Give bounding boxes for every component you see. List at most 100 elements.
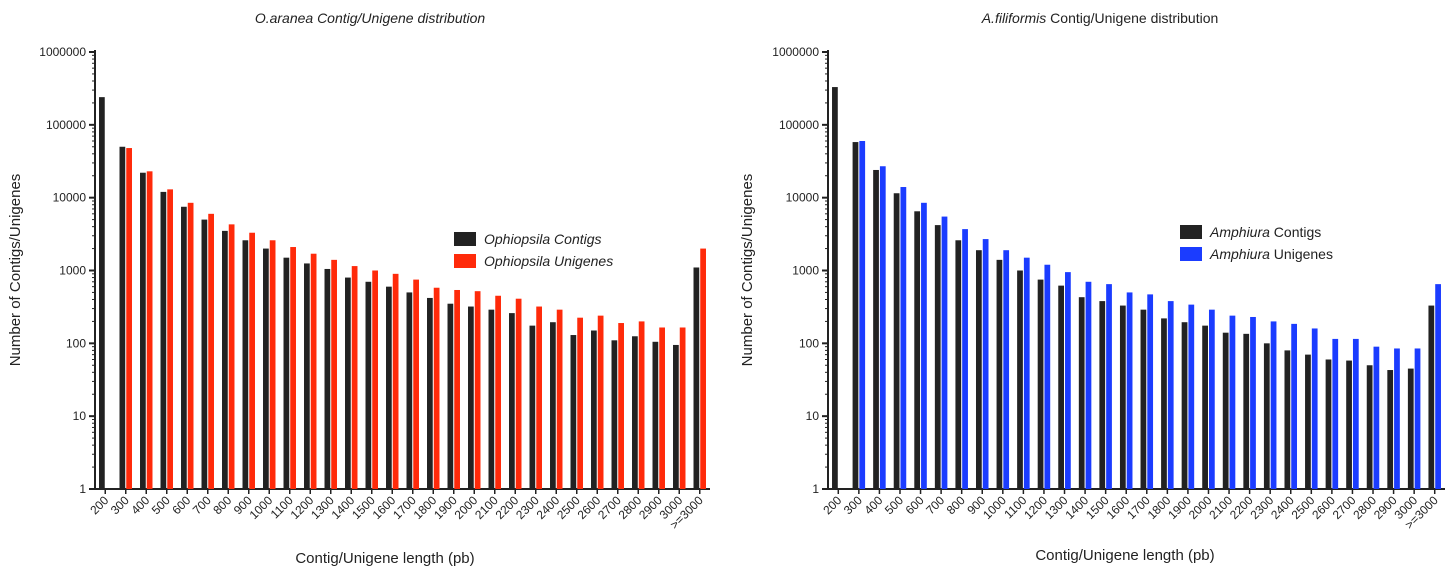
bar-contigs-1800 — [427, 297, 433, 489]
bar-unigenes-500 — [900, 187, 907, 489]
bar-unigenes-2900 — [1394, 348, 1400, 489]
bar-unigenes-2200 — [1250, 316, 1256, 489]
bar-unigenes-600 — [187, 202, 194, 490]
text-part: A.filiformis — [981, 10, 1047, 26]
y-axis-label: Number of Contigs/Unigenes — [739, 174, 756, 367]
bar-contigs-1400 — [345, 277, 351, 489]
bar-unigenes-1900 — [454, 289, 460, 489]
x-tick-label: 800 — [210, 493, 234, 517]
text-part: Amphiura — [1209, 224, 1270, 240]
bar-contigs-2300 — [529, 325, 536, 489]
bar-unigenes-2800 — [638, 321, 645, 489]
y-tick-label: 10 — [73, 409, 87, 423]
bar-contigs-2000 — [468, 306, 474, 489]
bar-contigs-1700 — [406, 292, 413, 489]
bar-unigenes-500 — [167, 189, 173, 489]
bar-unigenes-ge3000 — [1435, 284, 1441, 489]
bar-contigs-500 — [160, 191, 167, 489]
bar-contigs-2100 — [488, 309, 495, 489]
bar-contigs-2000 — [1202, 325, 1208, 489]
x-tick-label: 200 — [820, 493, 844, 517]
bar-contigs-1300 — [324, 268, 331, 489]
bar-unigenes-300 — [859, 140, 866, 489]
bar-unigenes-1700 — [1147, 294, 1154, 489]
bar-contigs-2900 — [652, 341, 659, 489]
bar-contigs-1600 — [386, 286, 392, 489]
y-tick-label: 100 — [66, 336, 86, 350]
legend-label-unigenes: Ophiopsila Unigenes — [484, 253, 613, 269]
y-tick-label: 1 — [79, 482, 86, 496]
text-part: Unigenes — [1270, 246, 1333, 262]
y-axis-label: Number of Contigs/Unigenes — [7, 174, 24, 367]
bar-unigenes-1500 — [1106, 284, 1112, 489]
bar-contigs-700 — [934, 225, 941, 489]
bar-contigs-600 — [181, 206, 187, 490]
bar-unigenes-600 — [921, 202, 927, 490]
bar-contigs-200 — [99, 97, 105, 489]
bar-contigs-1100 — [1017, 270, 1023, 489]
bar-unigenes-300 — [126, 148, 132, 489]
legend-swatch-unigenes — [1180, 247, 1202, 261]
x-tick-label: 300 — [108, 493, 132, 517]
bar-unigenes-1000 — [269, 240, 276, 489]
text-part: Ophiopsila Contigs — [484, 231, 602, 247]
bar-contigs-200 — [832, 87, 838, 489]
chart-title: A.filiformis Contig/Unigene distribution — [981, 10, 1219, 26]
bar-unigenes-2800 — [1373, 346, 1380, 489]
bar-contigs-600 — [914, 211, 921, 489]
bar-unigenes-2000 — [474, 291, 481, 489]
bar-unigenes-1400 — [351, 266, 358, 489]
x-tick-label: 700 — [190, 493, 214, 517]
bar-contigs-1700 — [1140, 309, 1147, 489]
bar-unigenes-2000 — [1208, 309, 1215, 489]
x-tick-label: 800 — [944, 493, 968, 517]
bar-contigs-2500 — [1305, 354, 1311, 489]
bar-unigenes-2600 — [1332, 338, 1339, 489]
bar-contigs-2400 — [550, 322, 556, 489]
bar-unigenes-900 — [249, 232, 255, 489]
bar-contigs-2500 — [570, 335, 577, 489]
bar-contigs-2600 — [591, 330, 597, 489]
bar-contigs-ge3000 — [1428, 305, 1435, 489]
x-tick-label: 700 — [923, 493, 947, 517]
bar-unigenes-700 — [941, 216, 948, 490]
bar-unigenes-2500 — [577, 317, 583, 489]
y-tick-label: 10 — [806, 409, 820, 423]
bar-unigenes-1000 — [1003, 250, 1010, 489]
x-tick-label: 600 — [903, 493, 927, 517]
bar-unigenes-1100 — [290, 247, 296, 489]
bar-contigs-1200 — [1037, 279, 1044, 489]
bar-contigs-1900 — [1181, 322, 1188, 489]
bar-contigs-3000 — [1407, 368, 1414, 489]
bar-contigs-1600 — [1119, 305, 1126, 489]
bar-contigs-800 — [222, 230, 228, 489]
x-tick-label: 500 — [149, 493, 173, 517]
bar-unigenes-1100 — [1023, 257, 1030, 489]
bar-unigenes-800 — [228, 224, 235, 490]
bar-contigs-1100 — [283, 257, 290, 489]
text-part: Contig/Unigene distribution — [1046, 10, 1218, 26]
bar-unigenes-1800 — [1167, 301, 1174, 489]
bar-contigs-2800 — [1366, 365, 1373, 489]
x-tick-label: 300 — [841, 493, 865, 517]
legend-swatch-contigs — [1180, 225, 1202, 239]
x-tick-label: 400 — [861, 493, 885, 517]
legend-label-contigs: Amphiura Contigs — [1209, 224, 1321, 240]
bar-unigenes-1300 — [1065, 272, 1071, 489]
bar-unigenes-2300 — [1270, 321, 1277, 489]
y-tick-label: 1000000 — [772, 45, 819, 59]
bar-unigenes-400 — [146, 171, 153, 490]
bar-unigenes-1600 — [1126, 292, 1133, 489]
bar-contigs-300 — [852, 142, 859, 489]
legend-label-contigs: Ophiopsila Contigs — [484, 231, 602, 247]
bar-unigenes-2100 — [1229, 315, 1236, 489]
bar-unigenes-900 — [982, 239, 989, 489]
bar-contigs-900 — [242, 240, 249, 489]
text-part: Contigs — [1270, 224, 1321, 240]
bar-unigenes-2400 — [1291, 323, 1298, 489]
x-axis-label: Contig/Unigene length (pb) — [1035, 547, 1214, 564]
bar-contigs-1800 — [1161, 318, 1167, 489]
y-tick-label: 1000000 — [39, 45, 86, 59]
bar-contigs-300 — [119, 146, 126, 489]
y-tick-label: 100000 — [779, 118, 819, 132]
